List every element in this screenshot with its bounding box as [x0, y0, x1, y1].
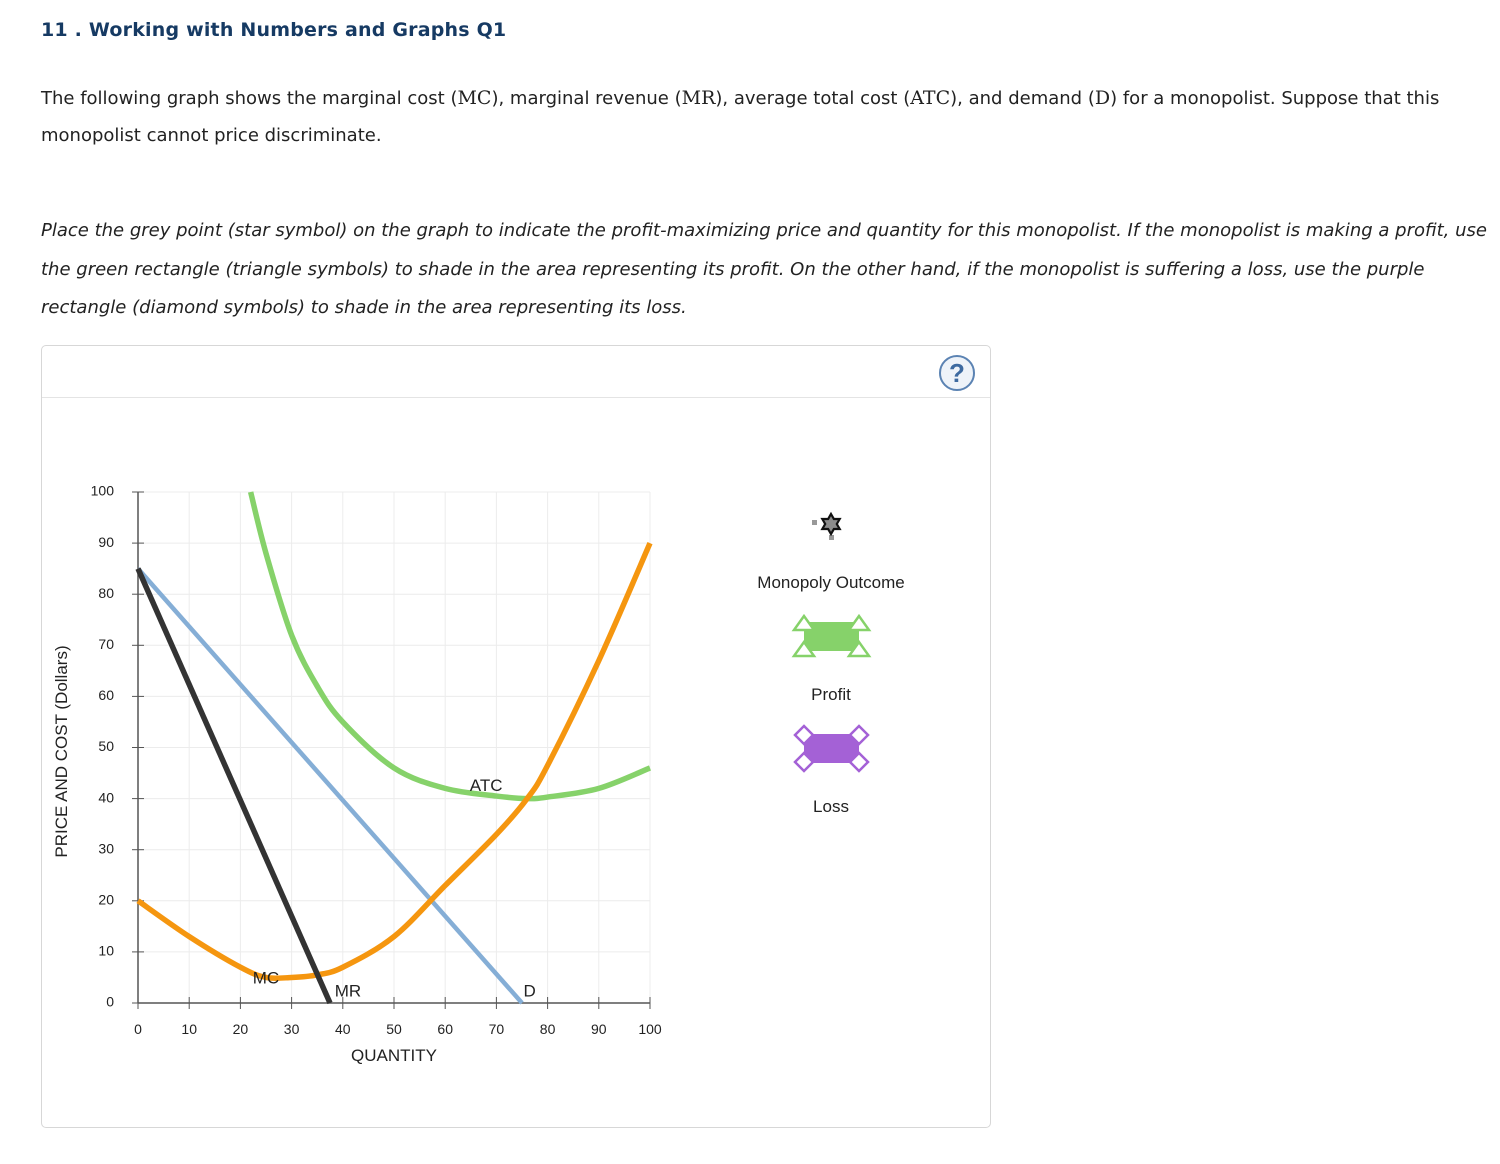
diamond-icon	[793, 724, 815, 746]
x-tick-label: 30	[284, 1021, 300, 1037]
x-tick-label: 90	[591, 1021, 607, 1037]
mr-symbol: MR	[681, 87, 716, 109]
x-tick-label: 20	[233, 1021, 249, 1037]
y-tick-label: 90	[98, 534, 114, 550]
curve-labels: D ATC MC MR	[253, 776, 536, 1000]
d-curve	[136, 567, 524, 1005]
loss-rectangle	[804, 734, 859, 763]
star-icon	[820, 511, 842, 537]
profit-tool[interactable]	[791, 613, 872, 658]
d-symbol: D	[1094, 87, 1111, 109]
mr-curve	[135, 567, 333, 1005]
y-tick-label: 50	[98, 738, 114, 754]
instructions-paragraph: Place the grey point (star symbol) on th…	[41, 220, 1487, 318]
profit-label: Profit	[811, 685, 851, 704]
star-handle-bottom	[829, 535, 834, 540]
atc-curve	[247, 491, 652, 802]
y-tick-label: 70	[98, 636, 114, 652]
grid-lines	[138, 491, 651, 1003]
curves	[135, 491, 653, 1005]
d-curve-label: D	[524, 981, 536, 1000]
y-tick-label: 20	[98, 892, 114, 908]
triangle-icon	[846, 613, 872, 632]
y-tick-label: 60	[98, 687, 114, 703]
graph-panel: ? 0 10 20 30 40 50 60 70 80 90 100 0 10 20 30 40 50 60 70 8…	[41, 345, 991, 1128]
x-tick-label: 40	[335, 1021, 351, 1037]
help-button[interactable]: ?	[939, 355, 975, 391]
page-title: 11 . Working with Numbers and Graphs Q1	[41, 19, 507, 41]
triangle-icon	[846, 639, 872, 658]
y-tick-label: 80	[98, 585, 114, 601]
y-tick-label: 0	[106, 994, 114, 1010]
y-tick-label: 100	[91, 483, 115, 499]
triangle-icon	[791, 639, 817, 658]
diamond-icon	[848, 751, 870, 773]
x-tick-label: 0	[134, 1021, 142, 1037]
tick-labels: 0 10 20 30 40 50 60 70 80 90 100 0 10 20 30 40 50 60 70 80 9…	[91, 483, 662, 1037]
diamond-icon	[848, 724, 870, 746]
x-tick-label: 10	[181, 1021, 197, 1037]
y-tick-label: 30	[98, 840, 114, 856]
y-tick-label: 10	[98, 943, 114, 959]
loss-tool[interactable]	[793, 724, 870, 773]
x-tick-label: 80	[540, 1021, 556, 1037]
mc-curve-label: MC	[253, 969, 279, 988]
mc-symbol: MC	[457, 87, 492, 109]
mc-curve	[136, 542, 653, 982]
intro-paragraph: The following graph shows the marginal c…	[41, 87, 1440, 146]
mr-curve-label: MR	[335, 981, 361, 1000]
monopoly-outcome-tool[interactable]	[812, 511, 842, 540]
y-axis-title: PRICE AND COST (Dollars)	[52, 645, 71, 857]
diamond-icon	[793, 751, 815, 773]
star-handle-left	[812, 520, 817, 525]
panel-header: ?	[42, 346, 990, 398]
atc-symbol: ATC	[910, 87, 951, 109]
monopoly-outcome-label: Monopoly Outcome	[757, 573, 904, 592]
x-tick-label: 70	[489, 1021, 505, 1037]
x-tick-label: 100	[638, 1021, 662, 1037]
graph-svg: 0 10 20 30 40 50 60 70 80 90 100 0 10 20 30 40 50 60 70 80 9…	[52, 483, 905, 1065]
loss-label: Loss	[813, 797, 849, 816]
triangle-icon	[791, 613, 817, 632]
axes	[132, 491, 651, 1009]
y-tick-label: 40	[98, 789, 114, 805]
x-axis-title: QUANTITY	[351, 1046, 437, 1065]
x-tick-label: 60	[437, 1021, 453, 1037]
atc-curve-label: ATC	[470, 776, 503, 795]
x-tick-label: 50	[386, 1021, 402, 1037]
